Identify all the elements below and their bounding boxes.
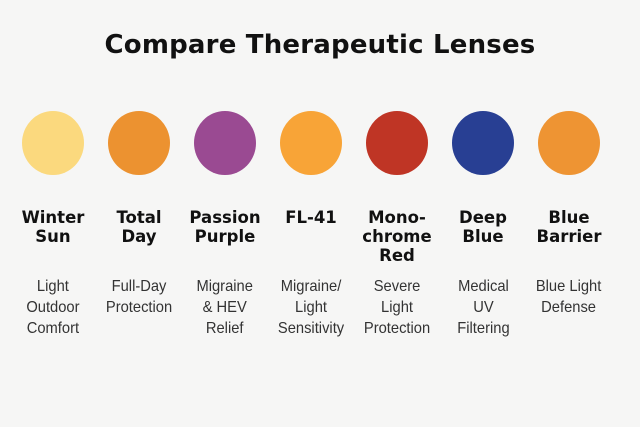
lens-swatch <box>280 111 342 175</box>
lens-swatch <box>366 111 428 175</box>
lens-description: Full-Day Protection <box>105 278 173 316</box>
lens-card-winter-sun: Winter Sun Light Outdoor Comfort <box>10 111 96 339</box>
lens-card-blue-barrier: Blue Barrier Blue Light Defense <box>526 111 612 339</box>
lens-description: Migraine/ Light Sensitivity <box>277 278 345 337</box>
lens-swatch <box>452 111 514 175</box>
lens-description: Migraine & HEV Relief <box>196 278 254 337</box>
lens-name: Winter Sun <box>21 208 85 246</box>
lens-swatch <box>108 111 170 175</box>
lens-description: Light Outdoor Comfort <box>26 278 80 337</box>
lens-description: Medical UV Filtering <box>456 278 510 337</box>
lens-card-deep-blue: Deep Blue Medical UV Filtering <box>440 111 526 339</box>
lens-comparison-grid: Winter Sun Light Outdoor Comfort Total D… <box>10 111 612 339</box>
lens-description: Severe Light Protection <box>363 278 431 337</box>
lens-name: Mono- chrome Red <box>362 208 432 265</box>
lens-swatch <box>538 111 600 175</box>
lens-name: Passion Purple <box>189 208 261 246</box>
lens-name: Deep Blue <box>459 208 507 246</box>
lens-swatch <box>22 111 84 175</box>
lens-name: FL-41 <box>285 208 337 227</box>
lens-card-fl-41: FL-41 Migraine/ Light Sensitivity <box>268 111 354 339</box>
lens-name: Total Day <box>116 208 162 246</box>
lens-card-total-day: Total Day Full-Day Protection <box>96 111 182 339</box>
lens-description: Blue Light Defense <box>536 278 602 316</box>
lens-swatch <box>194 111 256 175</box>
page-title: Compare Therapeutic Lenses <box>104 30 536 60</box>
lens-card-passion-purple: Passion Purple Migraine & HEV Relief <box>182 111 268 339</box>
lens-name: Blue Barrier <box>536 208 602 246</box>
lens-card-monochrome-red: Mono- chrome Red Severe Light Protection <box>354 111 440 339</box>
